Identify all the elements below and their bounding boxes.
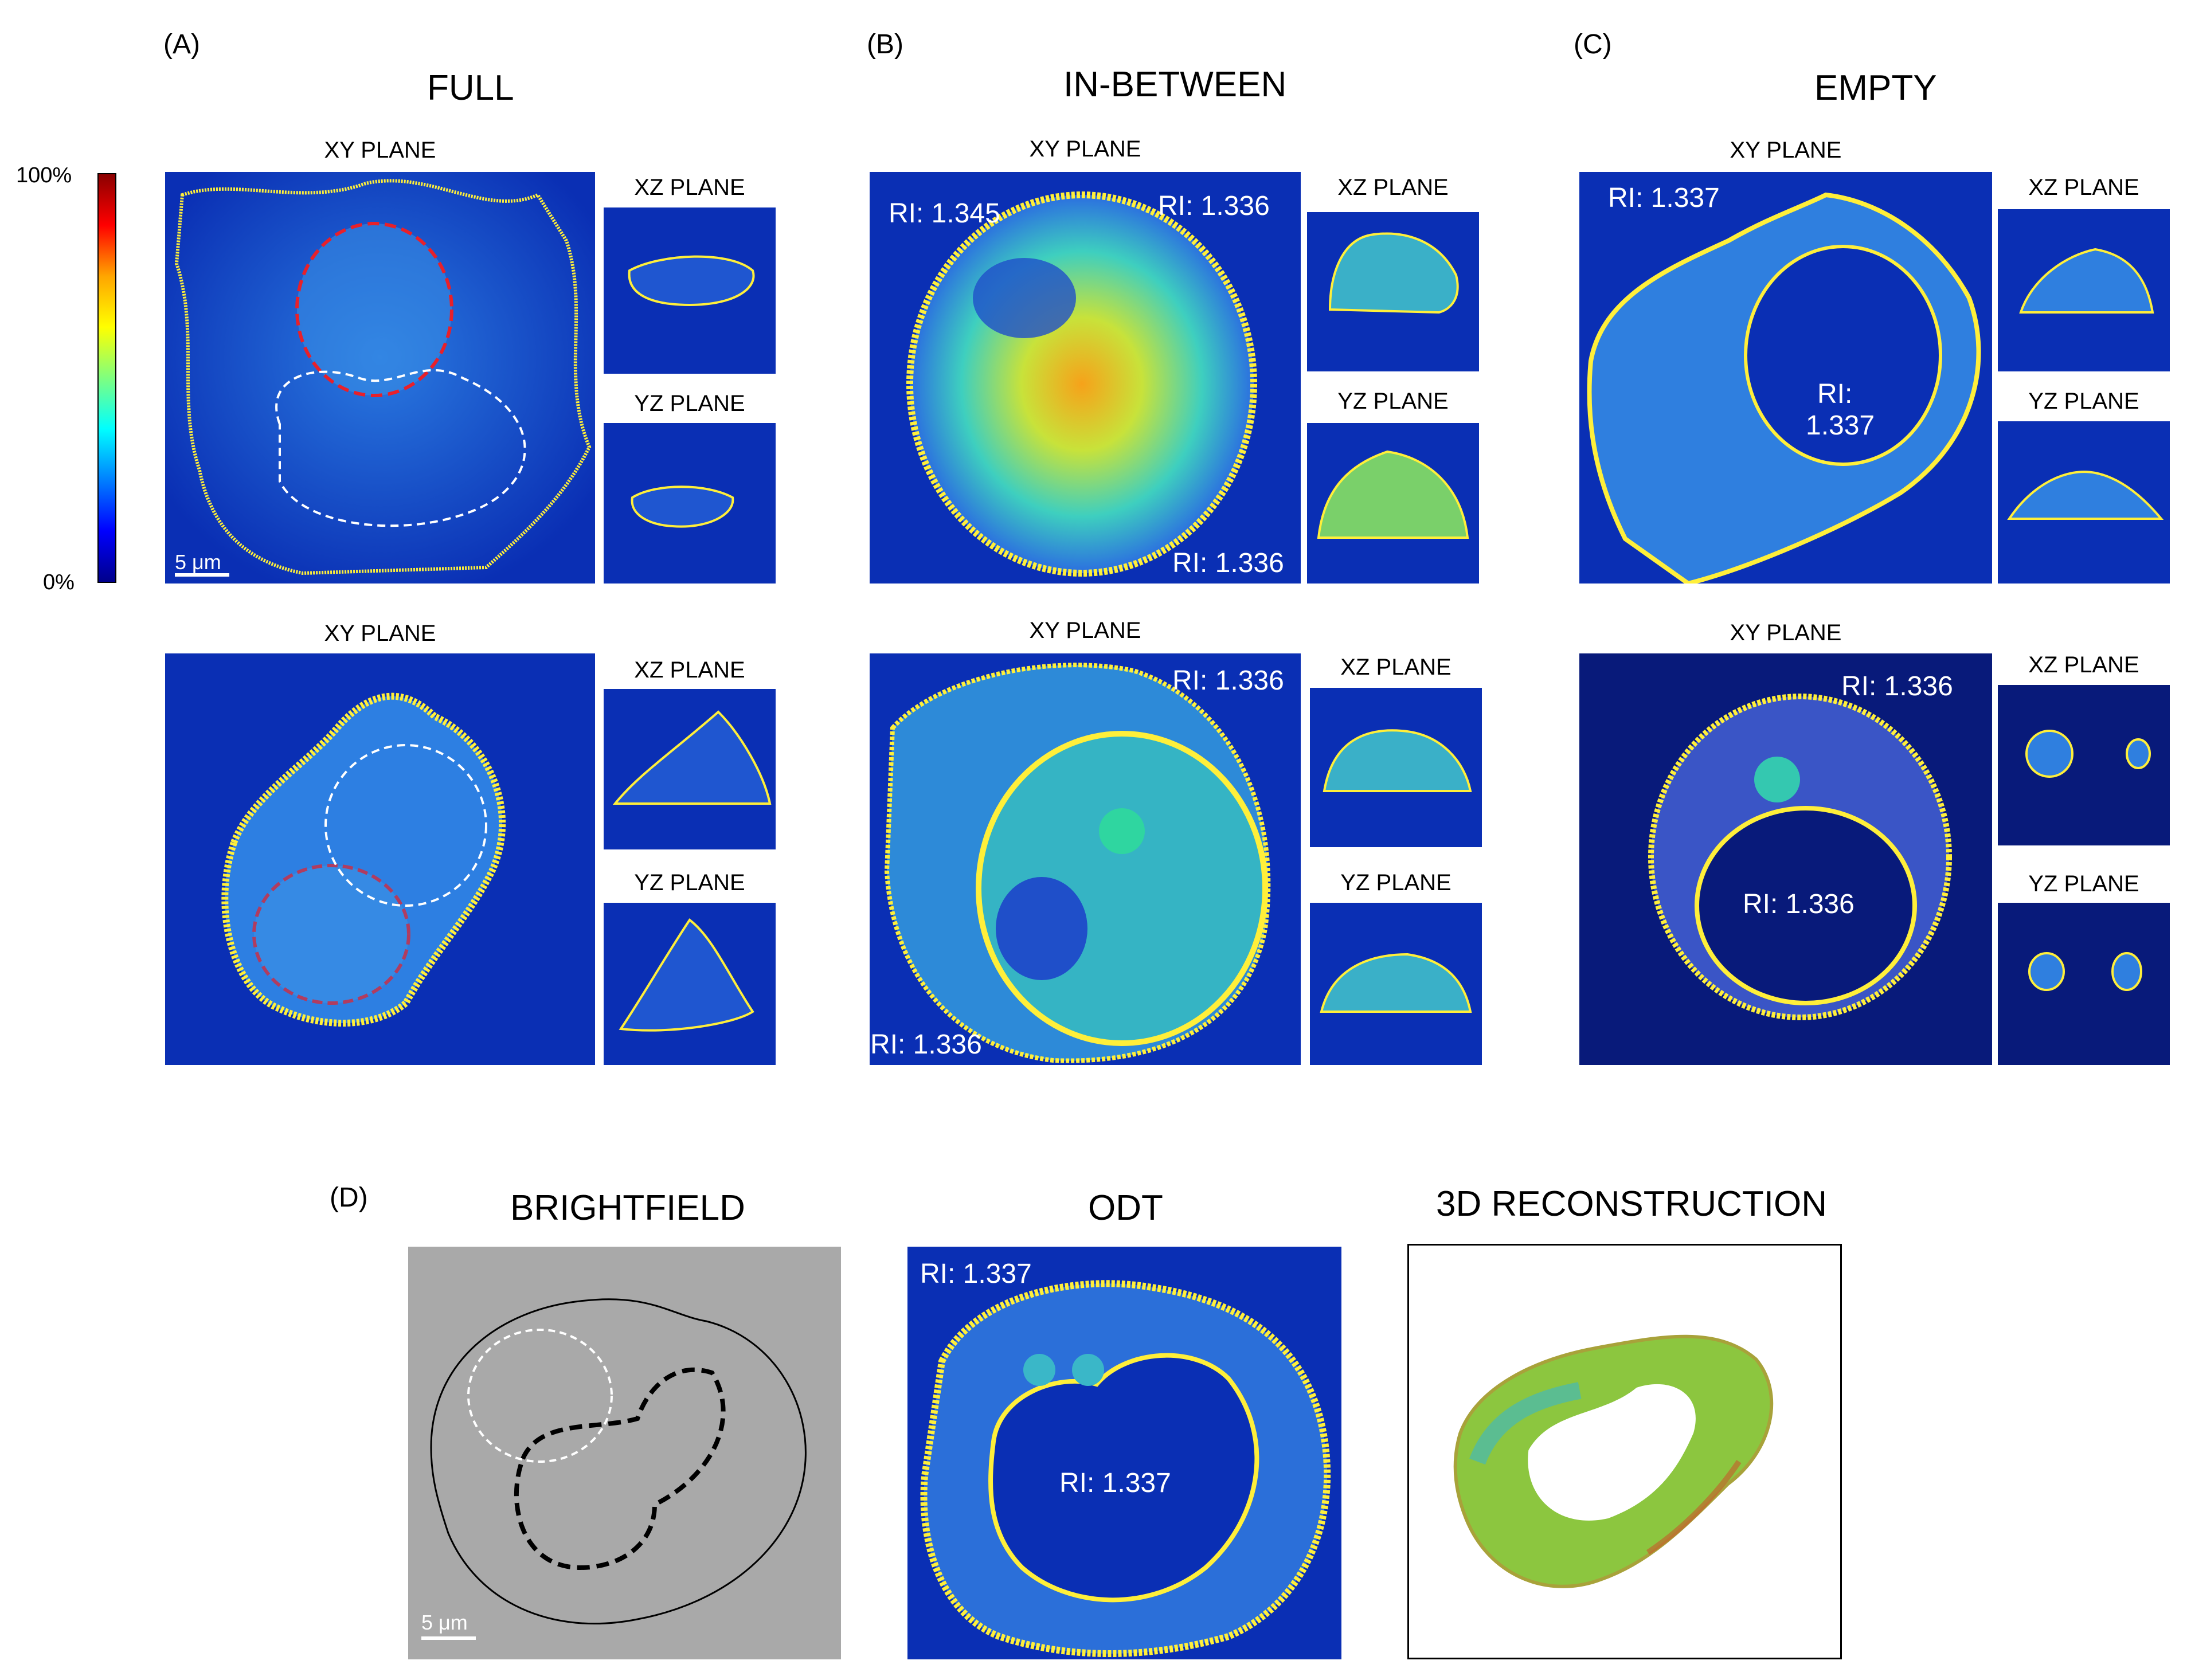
yz-plane-label: YZ PLANE: [1340, 870, 1452, 895]
microscopy-image-a-top-xz: [604, 207, 776, 374]
title-brightfield: BRIGHTFIELD: [510, 1188, 745, 1228]
xy-plane-label: XY PLANE: [1730, 138, 1842, 163]
microscopy-image-a-bottom-xz: [604, 689, 776, 849]
yz-plane-label: YZ PLANE: [1337, 389, 1449, 414]
xz-plane-label: XZ PLANE: [2028, 175, 2139, 200]
xz-plane-label: XZ PLANE: [1337, 175, 1449, 200]
panel-letter-b: (B): [867, 29, 903, 60]
xy-plane-label: XY PLANE: [1029, 618, 1141, 643]
scale-bar-label: 5 μm: [421, 1611, 468, 1634]
ri-label: 1.337: [1806, 410, 1875, 441]
microscopy-image-b-top-xz: [1307, 212, 1479, 371]
3d-reconstruction-image: [1407, 1244, 1842, 1659]
scale-bar: [175, 573, 229, 577]
xz-plane-label: XZ PLANE: [634, 657, 745, 683]
yz-plane-label: YZ PLANE: [2028, 389, 2139, 414]
colorbar: [97, 173, 116, 583]
microscopy-image-b-bottom-xz: [1310, 688, 1482, 847]
ri-label: RI: 1.336: [1841, 671, 1953, 702]
ri-label: RI: 1.336: [870, 1029, 982, 1060]
yz-plane-label: YZ PLANE: [634, 391, 745, 416]
odt-image: [907, 1247, 1341, 1659]
ri-label: RI: 1.337: [920, 1259, 1032, 1289]
title-odt: ODT: [1088, 1188, 1163, 1228]
ri-label: RI: 1.337: [1059, 1468, 1171, 1498]
panel-letter-c: (C): [1574, 29, 1612, 60]
microscopy-image-b-bottom-yz: [1310, 903, 1482, 1065]
panel-letter-d: (D): [330, 1182, 368, 1213]
ri-label: RI: 1.336: [1158, 191, 1270, 221]
microscopy-image-c-top-yz: [1998, 421, 2170, 584]
xy-plane-label: XY PLANE: [1029, 136, 1141, 162]
title-3d-reconstruction: 3D RECONSTRUCTION: [1436, 1184, 1828, 1224]
ri-label: RI: 1.337: [1608, 183, 1720, 213]
ri-label: RI: 1.336: [1172, 548, 1284, 578]
microscopy-image-b-top-xy: [870, 172, 1301, 584]
xz-plane-label: XZ PLANE: [1340, 655, 1452, 680]
yz-plane-label: YZ PLANE: [634, 870, 745, 895]
ri-label: RI: 1.336: [1743, 889, 1855, 919]
panel-title-full: FULL: [427, 68, 514, 108]
microscopy-image-c-top-xz: [1998, 209, 2170, 371]
microscopy-image-a-bottom-yz: [604, 903, 776, 1065]
panel-letter-a: (A): [163, 29, 200, 60]
microscopy-image-a-top-yz: [604, 423, 776, 584]
scale-bar-label: 5 μm: [175, 550, 221, 574]
ri-label: RI:: [1817, 379, 1853, 409]
microscopy-image-c-top-xy: [1579, 172, 1992, 584]
yz-plane-label: YZ PLANE: [2028, 871, 2139, 896]
ri-label: RI: 1.336: [1172, 665, 1284, 696]
microscopy-image-c-bottom-xy: [1579, 653, 1992, 1065]
brightfield-image: [408, 1247, 841, 1659]
colorbar-max-label: 100%: [16, 163, 72, 187]
microscopy-image-b-top-yz: [1307, 423, 1479, 584]
microscopy-image-a-bottom-xy: [165, 653, 595, 1065]
microscopy-image-b-bottom-xy: [870, 653, 1301, 1065]
ri-label: RI: 1.345: [889, 198, 1000, 229]
scale-bar: [421, 1636, 476, 1640]
xz-plane-label: XZ PLANE: [634, 175, 745, 200]
microscopy-image-a-top-xy: [165, 172, 595, 584]
xz-plane-label: XZ PLANE: [2028, 652, 2139, 678]
panel-title-empty: EMPTY: [1814, 68, 1937, 108]
xy-plane-label: XY PLANE: [324, 138, 436, 163]
colorbar-min-label: 0%: [43, 570, 75, 594]
microscopy-image-c-bottom-yz: [1998, 903, 2170, 1065]
microscopy-image-c-bottom-xz: [1998, 685, 2170, 845]
xy-plane-label: XY PLANE: [324, 621, 436, 646]
panel-title-in-between: IN-BETWEEN: [1063, 65, 1287, 104]
xy-plane-label: XY PLANE: [1730, 620, 1842, 645]
